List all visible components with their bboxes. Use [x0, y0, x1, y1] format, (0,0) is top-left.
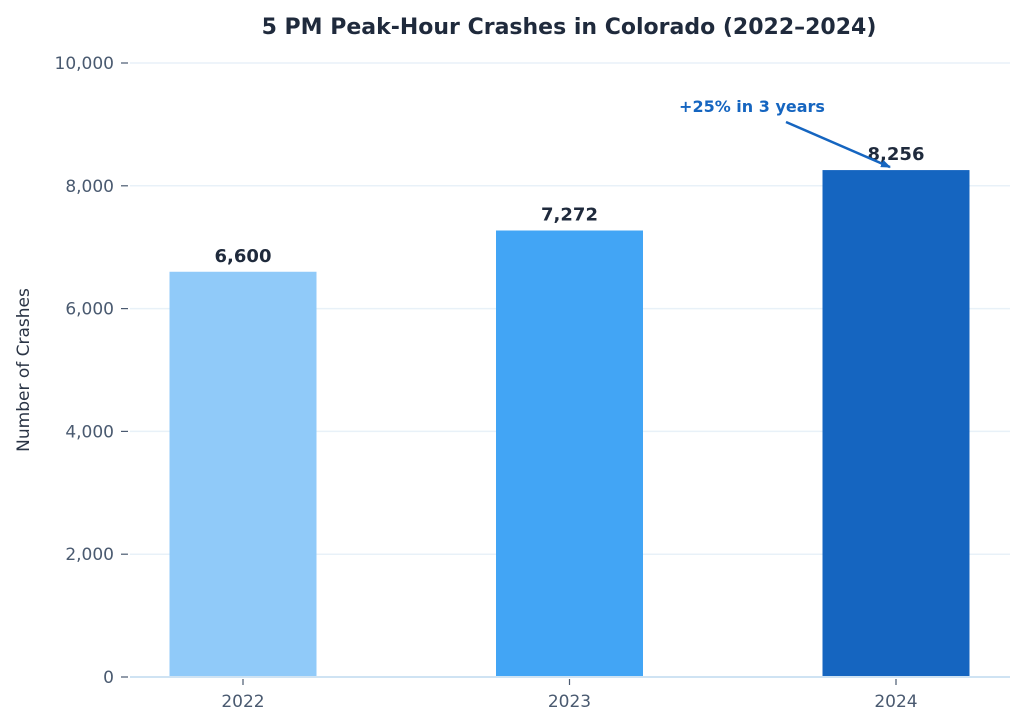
bar-2024: [822, 170, 970, 677]
bar-2023: [496, 230, 643, 677]
y-axis: 0 2,000 4,000 6,000 8,000 10,000: [55, 54, 128, 688]
data-labels: 6,600 7,272 8,256: [215, 144, 925, 267]
y-tick-label: 10,000: [55, 54, 114, 74]
annotation-arrow: [785, 120, 891, 169]
y-tick-label: 0: [103, 668, 114, 688]
x-tick-label: 2023: [548, 692, 591, 712]
chart-title: 5 PM Peak-Hour Crashes in Colorado (2022…: [262, 15, 877, 40]
data-label-2023: 7,272: [541, 204, 598, 225]
x-axis: 2022 2023 2024: [221, 679, 918, 712]
y-tick-label: 4,000: [65, 422, 114, 442]
y-axis-label: Number of Crashes: [14, 288, 34, 452]
y-tick-label: 8,000: [65, 177, 114, 197]
bars: [169, 170, 970, 677]
y-tick-label: 6,000: [65, 300, 114, 320]
x-tick-label: 2022: [221, 692, 264, 712]
data-label-2022: 6,600: [215, 246, 272, 267]
data-label-2024: 8,256: [868, 144, 925, 165]
x-tick-label: 2024: [874, 692, 917, 712]
bar-2022: [169, 271, 317, 677]
annotation-text: +25% in 3 years: [679, 97, 825, 116]
y-tick-label: 2,000: [65, 545, 114, 565]
